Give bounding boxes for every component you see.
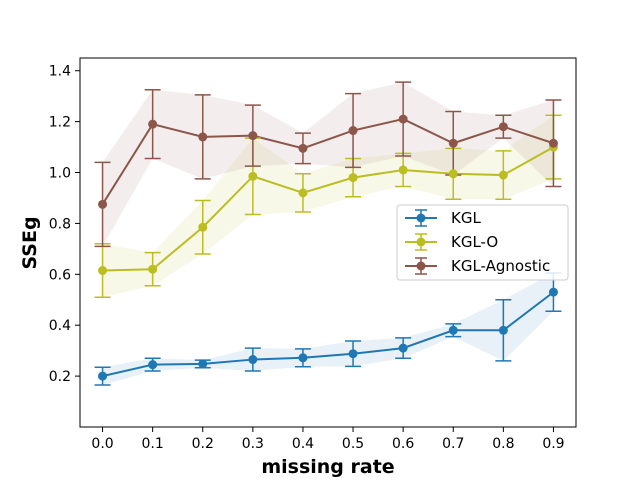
error-band-kgl bbox=[102, 273, 554, 386]
legend-marker-kgl-o bbox=[416, 237, 426, 247]
y-tick-label: 1.0 bbox=[49, 166, 71, 182]
data-point-kgl-agnostic bbox=[198, 132, 208, 142]
data-point-kgl bbox=[398, 343, 408, 353]
data-point-kgl-agnostic bbox=[298, 143, 308, 153]
data-point-kgl-o bbox=[348, 173, 358, 183]
y-tick-label: 1.4 bbox=[49, 64, 71, 80]
data-point-kgl-o bbox=[448, 169, 458, 179]
x-axis-ticks: 0.0 0.1 0.2 0.3 0.4 0.5 0.6 0.7 0.8 0.9 bbox=[91, 427, 565, 452]
legend: KGL KGL-O KGL-Agnostic bbox=[396, 204, 569, 281]
data-point-kgl bbox=[498, 325, 508, 335]
data-point-kgl-agnostic bbox=[248, 131, 258, 141]
legend-box bbox=[396, 204, 569, 281]
data-point-kgl bbox=[98, 371, 108, 381]
x-axis-title: missing rate bbox=[261, 456, 394, 478]
data-point-kgl-agnostic bbox=[98, 199, 108, 209]
data-point-kgl-o bbox=[498, 170, 508, 180]
x-tick-label: 0.8 bbox=[492, 436, 514, 452]
y-axis-title: SSEg bbox=[19, 216, 41, 269]
legend-label-kgl: KGL bbox=[451, 209, 481, 227]
y-tick-label: 0.2 bbox=[49, 369, 71, 385]
plot-frame bbox=[79, 57, 577, 428]
data-point-kgl bbox=[248, 355, 258, 365]
x-tick-label: 0.1 bbox=[142, 436, 164, 452]
legend-marker-kgl bbox=[416, 213, 426, 223]
data-point-kgl-o bbox=[98, 265, 108, 275]
legend-label-kgl-agnostic: KGL-Agnostic bbox=[451, 257, 550, 275]
data-point-kgl-agnostic bbox=[148, 119, 158, 129]
legend-items: KGL KGL-O KGL-Agnostic bbox=[405, 209, 550, 275]
data-point-kgl-agnostic bbox=[498, 122, 508, 132]
y-tick-label: 1.2 bbox=[49, 115, 71, 131]
data-point-kgl-agnostic bbox=[448, 138, 458, 148]
data-point-kgl-o bbox=[248, 171, 258, 181]
data-point-kgl bbox=[548, 287, 558, 297]
data-point-kgl-agnostic bbox=[548, 138, 558, 148]
data-point-kgl-o bbox=[148, 264, 158, 274]
series-line-kgl bbox=[102, 291, 555, 378]
error-band-kgl-o bbox=[102, 115, 554, 298]
x-tick-label: 0.6 bbox=[392, 436, 414, 452]
data-point-kgl bbox=[448, 325, 458, 335]
data-point-kgl-agnostic bbox=[348, 126, 358, 136]
x-tick-label: 0.0 bbox=[91, 436, 113, 452]
data-point-kgl bbox=[148, 360, 158, 370]
y-axis-ticks: 0.2 0.4 0.6 0.8 1.0 1.2 1.4 bbox=[49, 64, 80, 385]
error-band-kgl-agnostic bbox=[102, 82, 554, 247]
data-point-kgl-o bbox=[398, 165, 408, 175]
y-tick-label: 0.6 bbox=[49, 267, 71, 283]
series-line-kgl-agnostic bbox=[101, 118, 554, 205]
series-line-kgl-o bbox=[102, 146, 554, 272]
x-tick-label: 0.2 bbox=[192, 436, 214, 452]
x-tick-label: 0.5 bbox=[342, 436, 364, 452]
data-point-kgl-o bbox=[298, 188, 308, 198]
y-tick-label: 0.8 bbox=[49, 216, 71, 232]
x-tick-label: 0.4 bbox=[292, 436, 314, 452]
y-tick-label: 0.4 bbox=[49, 318, 71, 334]
error-bands bbox=[102, 82, 554, 386]
x-tick-label: 0.7 bbox=[442, 436, 464, 452]
data-point-kgl bbox=[348, 349, 358, 359]
legend-marker-kgl-agnostic bbox=[416, 261, 426, 271]
x-tick-label: 0.9 bbox=[542, 436, 564, 452]
data-point-kgl-agnostic bbox=[398, 114, 408, 124]
series-lines bbox=[101, 118, 555, 378]
data-point-kgl-o bbox=[198, 222, 208, 232]
data-point-kgl bbox=[298, 353, 308, 363]
data-point-kgl bbox=[198, 359, 208, 369]
x-tick-label: 0.3 bbox=[242, 436, 264, 452]
legend-label-kgl-o: KGL-O bbox=[451, 233, 498, 251]
data-points bbox=[98, 114, 558, 381]
